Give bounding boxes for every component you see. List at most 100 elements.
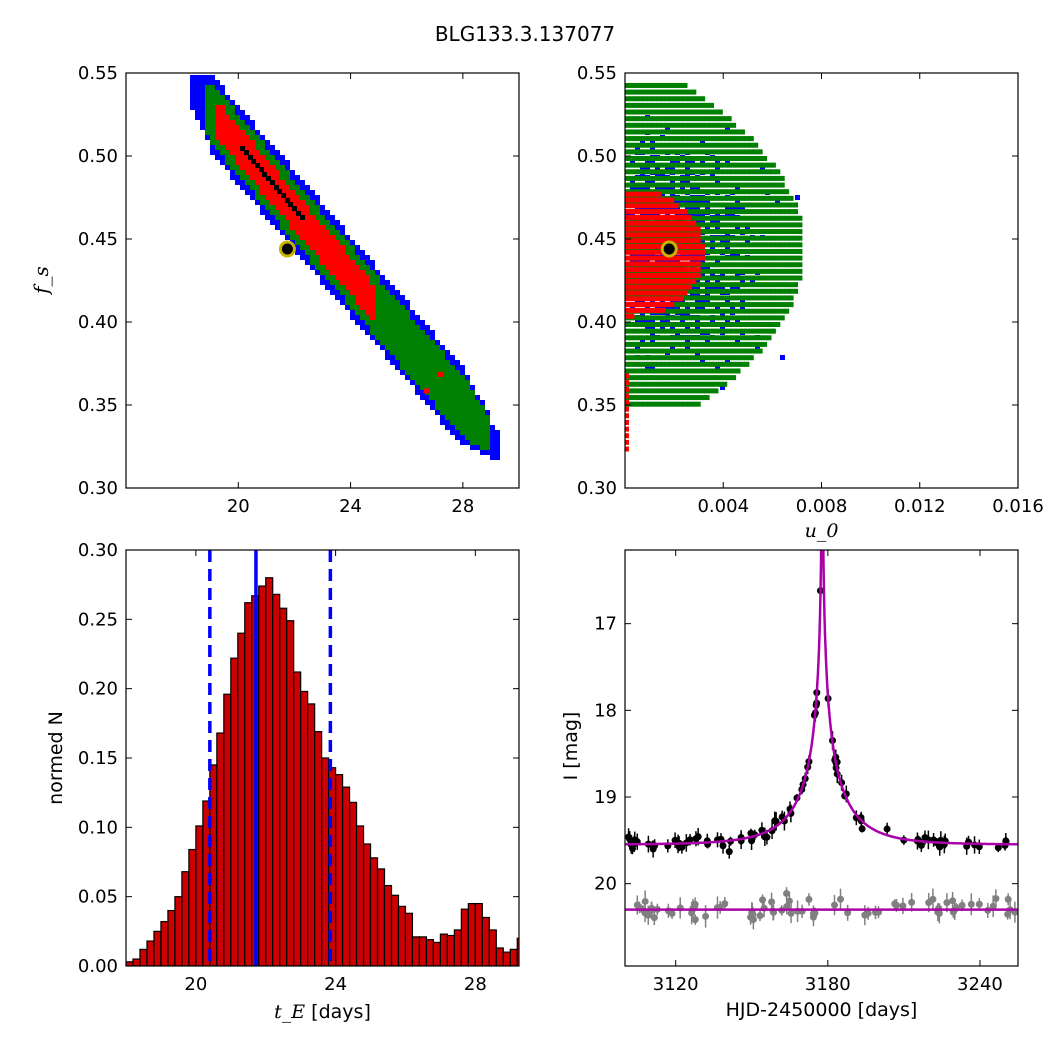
density-cell — [335, 290, 340, 295]
density-cell — [260, 135, 265, 140]
density-cell — [360, 315, 365, 320]
density-cell — [375, 305, 380, 310]
density-cell — [355, 315, 360, 320]
density-cell — [400, 360, 405, 365]
density-cell — [250, 120, 255, 125]
density-cell — [200, 125, 205, 130]
density-cell — [445, 425, 450, 430]
density-cell — [235, 110, 240, 115]
density-cell — [230, 160, 235, 165]
density-cell — [210, 75, 215, 80]
density-cell — [400, 315, 405, 320]
density-cell — [430, 350, 435, 355]
density-cell — [335, 285, 340, 290]
density-cell — [480, 450, 485, 455]
density-cell — [330, 230, 335, 235]
density-cell — [195, 75, 200, 80]
density-cell — [195, 110, 200, 115]
density-cell — [465, 375, 470, 380]
density-cell — [370, 260, 375, 265]
density-cell — [380, 290, 385, 295]
density-cell — [355, 260, 360, 265]
density-cell — [390, 310, 395, 315]
density-cell — [440, 400, 445, 405]
density-cell — [390, 330, 395, 335]
density-cell — [300, 185, 305, 190]
density-cell — [385, 295, 390, 300]
density-cell — [435, 395, 440, 400]
density-cell — [255, 185, 260, 190]
density-cell — [265, 200, 270, 205]
density-cell — [420, 320, 425, 325]
density-cell — [460, 440, 465, 445]
density-cell — [195, 100, 200, 105]
density-cell — [370, 265, 375, 270]
density-cell — [300, 245, 305, 250]
density-cell — [360, 265, 365, 270]
density-cell — [360, 255, 365, 260]
density-cell — [310, 205, 315, 210]
density-cell — [425, 380, 430, 385]
density-cell — [395, 335, 400, 340]
density-cell — [420, 340, 425, 345]
density-cell — [310, 195, 315, 200]
density-cell — [380, 320, 385, 325]
density-cell — [430, 405, 435, 410]
density-cell — [255, 130, 260, 135]
density-cell — [425, 350, 430, 355]
density-cell — [405, 340, 410, 345]
density-cell — [285, 175, 290, 180]
density-cell — [200, 110, 205, 115]
density-cell — [365, 265, 370, 270]
density-cell — [485, 450, 490, 455]
density-cell — [290, 185, 295, 190]
density-cell — [455, 360, 460, 365]
density-cell — [335, 225, 340, 230]
density-cell — [200, 115, 205, 120]
density-cell — [410, 310, 415, 315]
density-cell — [315, 200, 320, 205]
density-cell — [360, 250, 365, 255]
density-cell — [235, 170, 240, 175]
density-cell — [320, 205, 325, 210]
density-cell — [415, 325, 420, 330]
density-cell — [410, 380, 415, 385]
density-cell — [240, 175, 245, 180]
density-cell — [490, 430, 495, 435]
density-cell — [395, 345, 400, 350]
density-cell — [230, 175, 235, 180]
density-cell — [390, 295, 395, 300]
density-cell — [390, 290, 395, 295]
density-cell — [215, 145, 220, 150]
density-cell — [450, 355, 455, 360]
density-cell — [245, 190, 250, 195]
density-cell — [430, 340, 435, 345]
density-cell — [420, 335, 425, 340]
density-cell — [340, 285, 345, 290]
density-cell — [475, 395, 480, 400]
density-cell — [200, 95, 205, 100]
density-cell — [195, 90, 200, 95]
density-cell — [390, 340, 395, 345]
density-cell — [450, 360, 455, 365]
density-cell — [330, 285, 335, 290]
density-cell — [225, 160, 230, 165]
density-cell — [385, 345, 390, 350]
density-cell — [335, 220, 340, 225]
density-cell — [440, 405, 445, 410]
density-cell — [315, 265, 320, 270]
density-cell — [300, 255, 305, 260]
density-cell — [405, 350, 410, 355]
density-cell — [280, 175, 285, 180]
density-cell — [395, 310, 400, 315]
density-cell — [215, 90, 220, 95]
density-cell — [430, 355, 435, 360]
density-cell — [430, 390, 435, 395]
density-cell — [280, 155, 285, 160]
density-cell — [330, 215, 335, 220]
density-cell — [410, 335, 415, 340]
density-cell — [390, 345, 395, 350]
density-cell — [335, 230, 340, 235]
density-cell — [245, 120, 250, 125]
density-cell — [425, 360, 430, 365]
